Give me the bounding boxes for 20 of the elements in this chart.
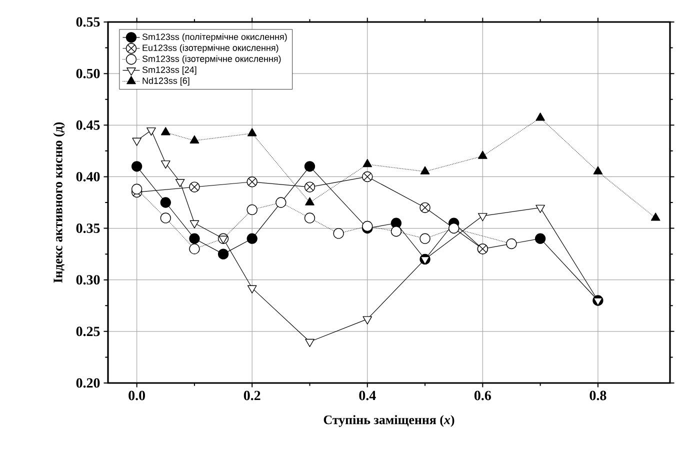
y-tick-label: 0.40	[76, 172, 100, 182]
y-tick-label: 0.55	[76, 17, 100, 27]
y-axis-title: Індекс активного кисню (д)	[53, 122, 65, 283]
y-tick-label: 0.25	[76, 326, 100, 336]
x-tick-label: 0.0	[128, 390, 145, 400]
x-tick-label: 0.4	[359, 390, 376, 400]
legend-label: Sm123ss (політермічне окислення)	[142, 33, 287, 42]
x-axis-title: Ступінь заміщення (x)	[324, 415, 454, 427]
x-tick-label: 0.8	[590, 390, 606, 400]
y-tick-label: 0.50	[76, 68, 100, 78]
legend-label: Sm123ss [24]	[142, 66, 196, 75]
y-tick-label: 0.30	[76, 275, 100, 285]
y-tick-label: 0.20	[76, 378, 100, 388]
y-tick-label: 0.35	[76, 224, 100, 234]
x-tick-label: 0.6	[474, 390, 491, 400]
legend-label: Eu123ss (ізотермічне окислення)	[142, 44, 278, 53]
y-tick-label: 0.45	[76, 120, 100, 130]
legend-label: Sm123ss (ізотермічне окислення)	[142, 55, 281, 64]
x-tick-label: 0.2	[244, 390, 260, 400]
legend-label: Nd123ss [6]	[142, 77, 190, 86]
